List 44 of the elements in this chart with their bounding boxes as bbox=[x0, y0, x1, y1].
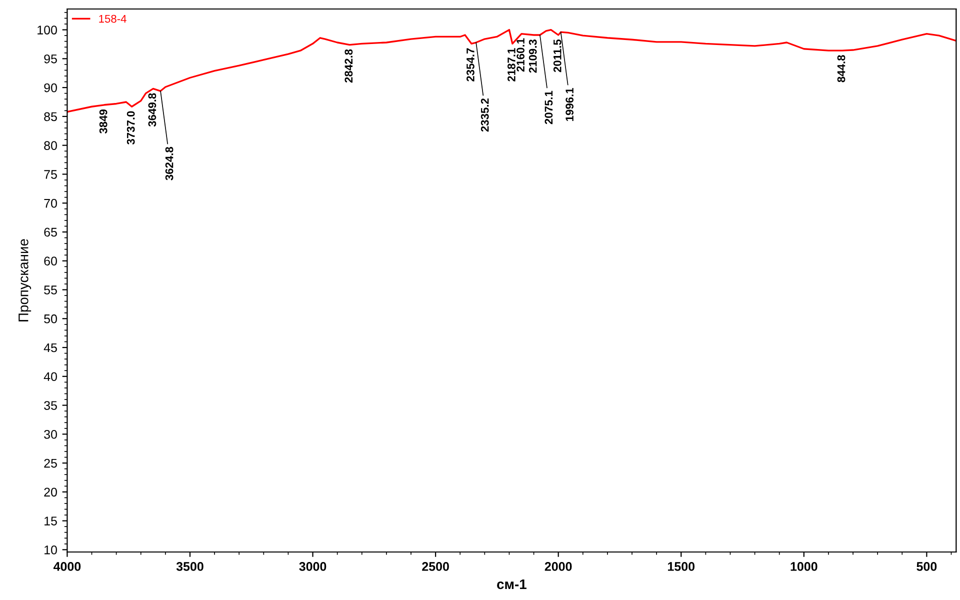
x-tick-label: 1000 bbox=[790, 562, 818, 571]
x-tick-label: 3500 bbox=[176, 562, 204, 571]
annotation: 1996.1 bbox=[566, 88, 574, 121]
annotation: 3624.8 bbox=[165, 146, 174, 180]
y-tick-label: 70 bbox=[44, 198, 57, 208]
y-tick-label: 50 bbox=[44, 314, 57, 324]
y-tick-label: 85 bbox=[44, 112, 57, 122]
y-tick-label: 95 bbox=[44, 54, 57, 64]
annotation: 2354.7 bbox=[466, 48, 474, 82]
y-tick-label: 20 bbox=[44, 488, 57, 497]
y-tick-label: 10 bbox=[44, 545, 57, 554]
annotation: 2187.1 bbox=[508, 48, 516, 82]
y-tick-label: 60 bbox=[44, 256, 57, 266]
y-tick-label: 30 bbox=[44, 430, 57, 439]
y-tick-label: 80 bbox=[44, 141, 57, 150]
annotation: 2011.5 bbox=[553, 39, 562, 72]
annotation: 2075.1 bbox=[544, 90, 553, 124]
y-tick-label: 35 bbox=[44, 401, 57, 410]
annotation: 2109.3 bbox=[528, 40, 537, 73]
y-tick-label: 15 bbox=[44, 516, 57, 526]
annotation: 2842.8 bbox=[344, 49, 353, 83]
x-tick-label: 1500 bbox=[668, 562, 695, 571]
annotation: 3649.8 bbox=[148, 93, 156, 127]
y-tick-label: 55 bbox=[44, 286, 57, 294]
x-axis-title: см-1 bbox=[497, 579, 526, 590]
x-tick-label: 3000 bbox=[299, 562, 326, 571]
y-tick-label: 100 bbox=[38, 26, 57, 34]
legend-label: 158-4 bbox=[99, 14, 126, 23]
annotation: 2160.1 bbox=[516, 38, 524, 72]
y-tick-label: 65 bbox=[44, 228, 57, 237]
annotation: 2335.2 bbox=[480, 98, 489, 132]
y-tick-label: 90 bbox=[44, 83, 57, 92]
annotation: 844.8 bbox=[837, 55, 846, 82]
y-tick-label: 40 bbox=[44, 372, 57, 382]
x-tick-label: 4000 bbox=[53, 562, 81, 571]
y-tick-label: 25 bbox=[44, 458, 57, 468]
annotation: 3849 bbox=[99, 109, 108, 134]
x-tick-label: 2500 bbox=[422, 562, 449, 571]
annotation: 3737.0 bbox=[126, 111, 135, 145]
x-tick-label: 500 bbox=[916, 562, 937, 571]
y-tick-label: 75 bbox=[44, 170, 57, 179]
x-tick-label: 2000 bbox=[544, 562, 572, 571]
y-tick-label: 45 bbox=[44, 343, 57, 352]
y-axis-title: Пропускание bbox=[18, 239, 32, 322]
